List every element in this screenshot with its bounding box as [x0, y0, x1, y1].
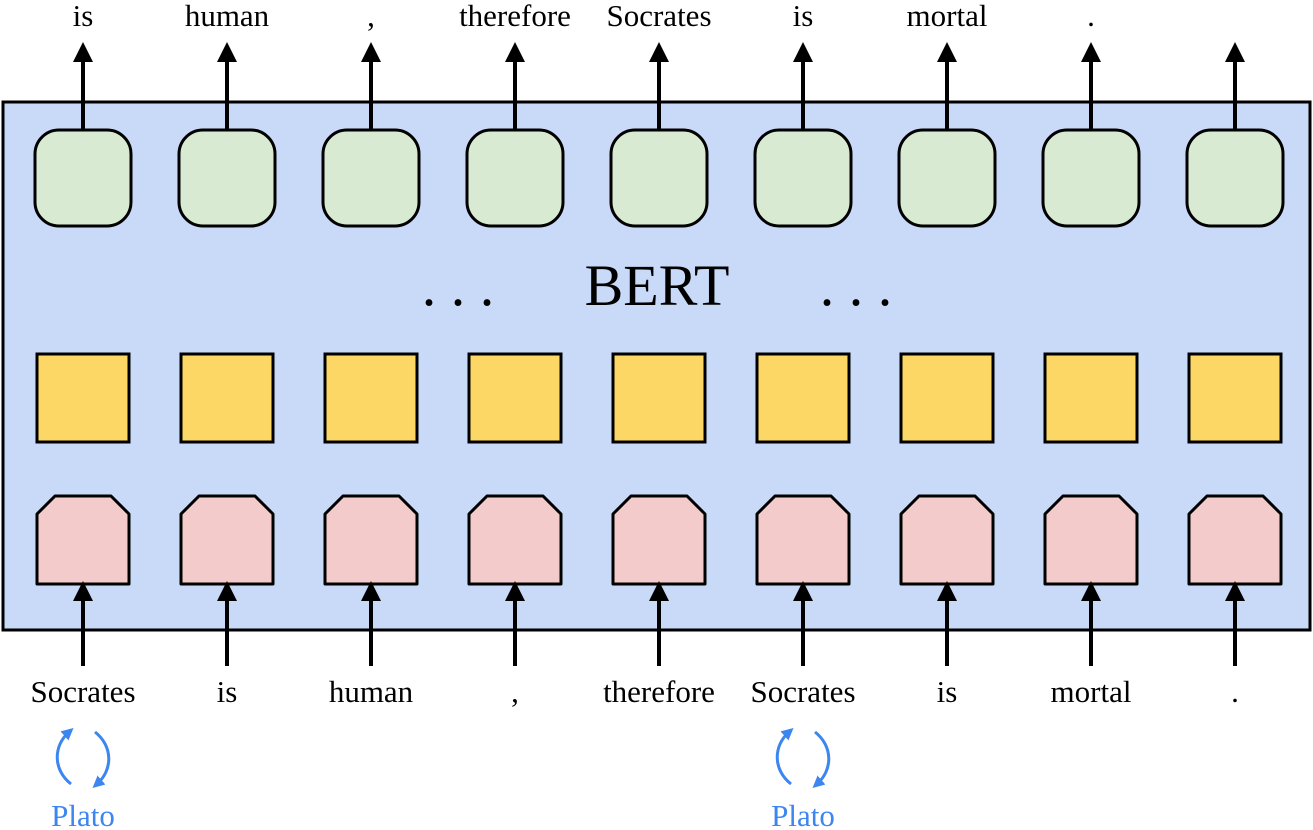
swap-up-arrow-icon — [55, 728, 74, 786]
swap-down-arrow-icon — [92, 730, 111, 788]
output-token: Socrates — [606, 0, 711, 33]
input-token: , — [511, 674, 519, 709]
output-token: , — [367, 0, 375, 33]
input-token: mortal — [1051, 674, 1132, 709]
swap-indicator: Plato — [51, 728, 115, 830]
output-node — [897, 128, 997, 228]
hidden-node — [467, 352, 563, 444]
embedding-node — [611, 494, 707, 586]
swap-up-arrow-icon — [775, 728, 794, 786]
input-token: is — [937, 674, 958, 709]
hidden-node — [35, 352, 131, 444]
output-node — [609, 128, 709, 228]
token-swaps: Plato Plato — [51, 728, 835, 830]
swap-down-arrow-icon — [812, 730, 831, 788]
input-token: human — [329, 674, 414, 709]
hidden-node — [1043, 352, 1139, 444]
dots-left: . . . — [422, 253, 495, 318]
hidden-node — [755, 352, 851, 444]
output-token: therefore — [459, 0, 571, 33]
input-token: is — [217, 674, 238, 709]
embedding-node — [179, 494, 275, 586]
input-token: Socrates — [750, 674, 855, 709]
output-token: . — [1087, 0, 1095, 33]
swap-replacement-word: Plato — [51, 798, 115, 830]
output-node — [1041, 128, 1141, 228]
output-token: mortal — [907, 0, 988, 33]
output-token: is — [793, 0, 814, 33]
input-token: therefore — [603, 674, 715, 709]
hidden-node — [611, 352, 707, 444]
dots-right: . . . — [820, 253, 893, 318]
input-token: . — [1231, 674, 1239, 709]
hidden-node — [1187, 352, 1283, 444]
swap-indicator: Plato — [771, 728, 835, 830]
embedding-node — [1187, 494, 1283, 586]
output-token: human — [185, 0, 270, 33]
embedding-node — [755, 494, 851, 586]
embedding-node — [467, 494, 563, 586]
hidden-node — [899, 352, 995, 444]
hidden-node — [179, 352, 275, 444]
output-token: is — [73, 0, 94, 33]
input-token: Socrates — [30, 674, 135, 709]
token-columns: Socrates is is human human,, therefore therefo… — [30, 0, 1285, 709]
embedding-node — [35, 494, 131, 586]
output-node — [753, 128, 853, 228]
swap-replacement-word: Plato — [771, 798, 835, 830]
hidden-node — [323, 352, 419, 444]
output-node — [321, 128, 421, 228]
embedding-node — [899, 494, 995, 586]
embedding-node — [1043, 494, 1139, 586]
embedding-node — [323, 494, 419, 586]
model-label: BERT — [585, 253, 730, 318]
output-node — [465, 128, 565, 228]
output-node — [1185, 128, 1285, 228]
output-node — [177, 128, 277, 228]
output-node — [33, 128, 133, 228]
